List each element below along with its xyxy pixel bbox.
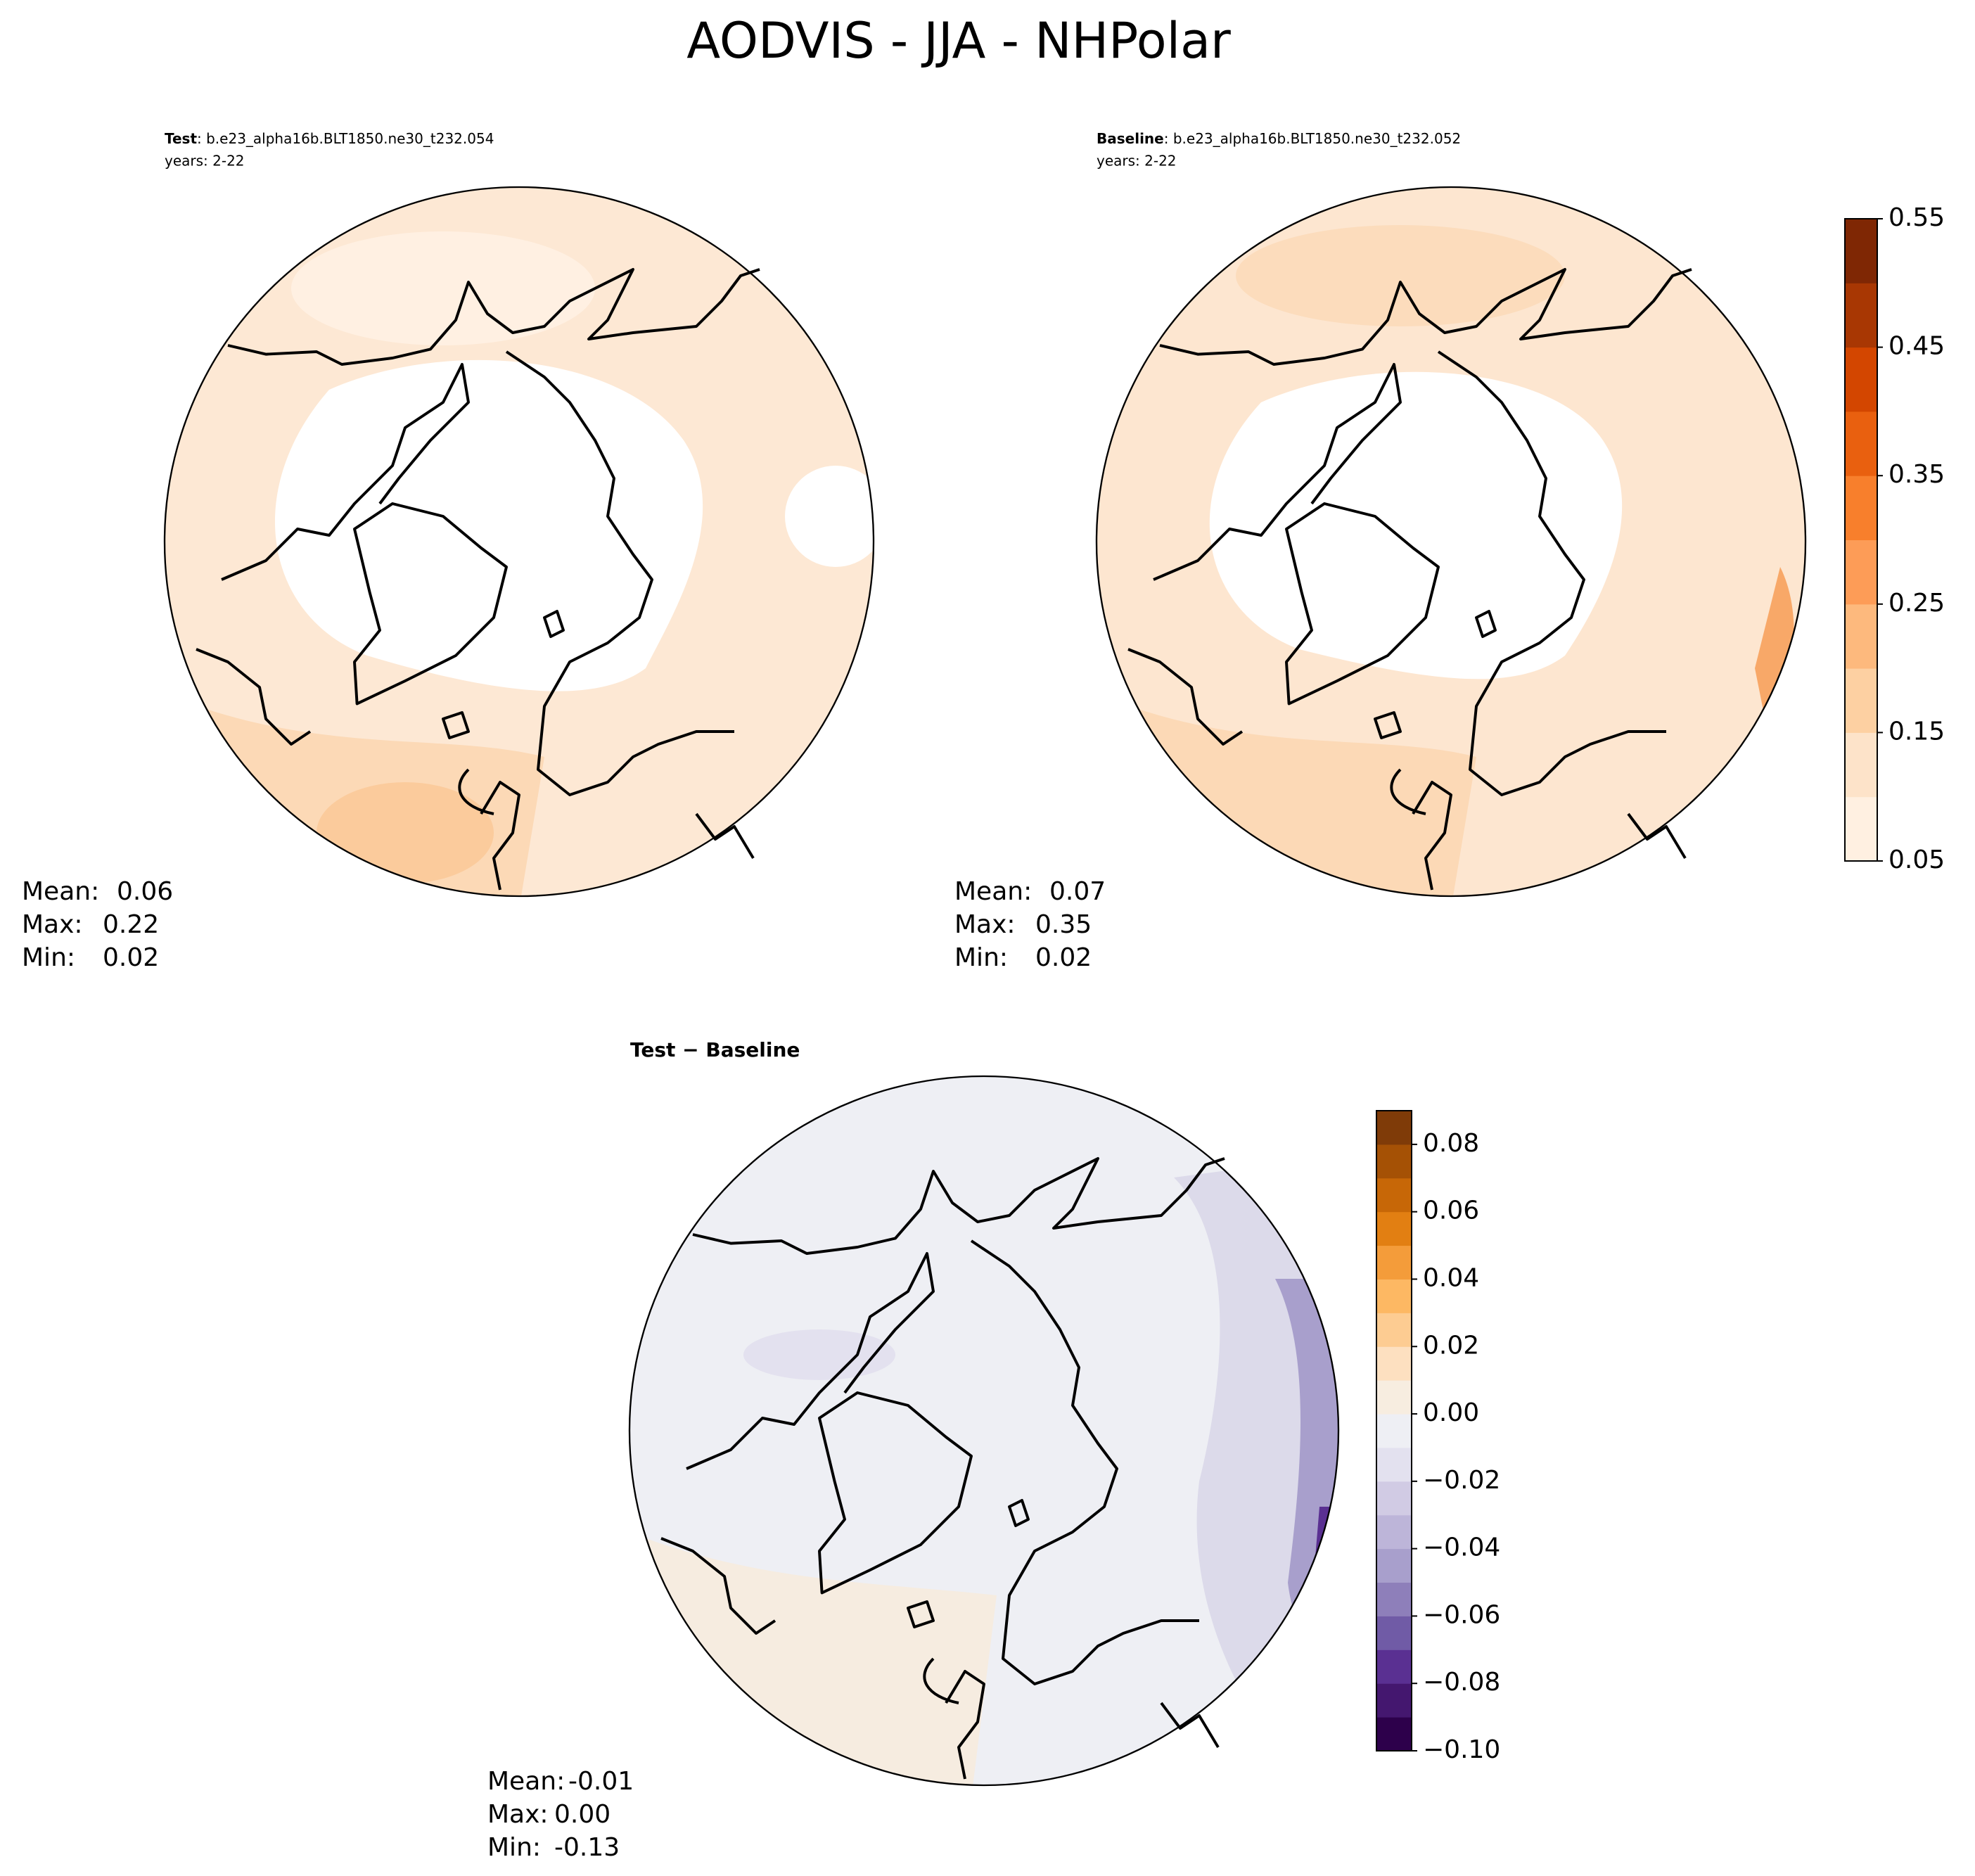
colorbar-band (1376, 1211, 1412, 1246)
panel-baseline: Baseline: b.e23_alpha16b.BLT1850.ne30_t2… (1095, 130, 1807, 898)
colorbar-frame (1844, 218, 1878, 862)
stat-value: -0.13 (554, 1833, 620, 1862)
years: years: 2-22 (1097, 153, 1177, 170)
colorbar-band (1376, 1616, 1412, 1650)
map (1095, 186, 1807, 898)
panel-label: Test (165, 130, 197, 147)
colorbar: 0.55 0.45 0.35 0.25 0.15 0.05 (1844, 203, 1945, 874)
colorbar-band (1376, 1313, 1412, 1347)
stat-name: Min: (487, 1833, 541, 1862)
colorbar-band (1845, 604, 1877, 669)
years: years: 2-22 (165, 153, 245, 170)
colorbar-tick-label: 0.04 (1423, 1263, 1479, 1292)
stat-value: 0.22 (103, 910, 159, 939)
stat-value: 0.02 (103, 943, 159, 972)
stat-name: Max: (954, 910, 1016, 939)
case-name: : b.e23_alpha16b.BLT1850.ne30_t232.052 (1164, 130, 1461, 147)
colorbar-band (1376, 1279, 1412, 1313)
colorbar-tick-label: −0.02 (1423, 1466, 1500, 1495)
colorbar-tick-label: 0.35 (1888, 460, 1945, 489)
colorbar-tick-label: −0.10 (1423, 1735, 1500, 1764)
colorbar-tick-label: 0.15 (1888, 717, 1945, 746)
colorbar-band (1376, 1111, 1412, 1145)
stat-value: 0.00 (554, 1800, 611, 1829)
colorbar-band (1376, 1414, 1412, 1448)
panel-label: Baseline (1097, 130, 1164, 147)
panel-test: Test: b.e23_alpha16b.BLT1850.ne30_t232.0… (163, 130, 875, 898)
colorbar-tick-label: −0.08 (1423, 1668, 1500, 1697)
colorbar-band (1376, 1447, 1412, 1482)
colorbar-band (1845, 732, 1877, 798)
stat-name: Mean: (487, 1767, 565, 1796)
colorbar-band (1376, 1717, 1412, 1751)
colorbar-tick-label: 0.00 (1423, 1398, 1479, 1427)
colorbar-band (1845, 411, 1877, 476)
stat-value: 0.06 (117, 877, 173, 906)
stat-name: Mean: (954, 877, 1032, 906)
panel-header: Baseline: b.e23_alpha16b.BLT1850.ne30_t2… (1097, 130, 1461, 147)
colorbar-band (1845, 540, 1877, 605)
colorbar-band (1845, 347, 1877, 412)
colorbar: 0.08 0.06 0.04 0.02 0.00 −0.02 −0.04 −0.06 −0.08… (1376, 1110, 1500, 1764)
colorbar-band (1845, 219, 1877, 283)
stat-name: Max: (22, 910, 83, 939)
map (163, 186, 875, 898)
panel-label: Test − Baseline (630, 1038, 800, 1061)
colorbar-tick-label: 0.02 (1423, 1331, 1479, 1360)
colorbar-frame (1376, 1110, 1412, 1751)
colorbar-band (1845, 668, 1877, 733)
map-boundary (1095, 186, 1807, 898)
stat-name: Min: (954, 943, 1008, 972)
map-boundary (628, 1075, 1340, 1787)
colorbar-band (1376, 1650, 1412, 1684)
colorbar-band (1376, 1481, 1412, 1516)
colorbar-tick-label: 0.25 (1888, 589, 1945, 618)
map (628, 1075, 1340, 1787)
colorbar-band (1376, 1683, 1412, 1718)
colorbar-band (1376, 1144, 1412, 1179)
colorbar-band (1845, 283, 1877, 348)
panel-header: Test: b.e23_alpha16b.BLT1850.ne30_t232.0… (165, 130, 494, 147)
panel-difference: Test − Baseline (628, 1038, 1340, 1787)
colorbar-tick-label: 0.55 (1888, 203, 1945, 232)
stat-value: -0.01 (568, 1767, 634, 1796)
case-name: : b.e23_alpha16b.BLT1850.ne30_t232.054 (197, 130, 494, 147)
colorbar-tick-label: 0.05 (1888, 846, 1945, 874)
stat-name: Max: (487, 1800, 549, 1829)
colorbar-band (1376, 1245, 1412, 1280)
stat-name: Mean: (22, 877, 99, 906)
colorbar-tick-label: −0.04 (1423, 1533, 1500, 1562)
colorbar-tick-label: 0.08 (1423, 1129, 1479, 1158)
colorbar-tick-label: 0.45 (1888, 332, 1945, 361)
figure-title: AODVIS - JJA - NHPolar (686, 12, 1231, 70)
map-boundary (163, 186, 875, 898)
stat-value: 0.35 (1035, 910, 1092, 939)
colorbar-band (1376, 1582, 1412, 1616)
colorbar-band (1376, 1514, 1412, 1550)
colorbar-tick-label: −0.06 (1423, 1600, 1500, 1629)
stat-value: 0.07 (1049, 877, 1106, 906)
colorbar-band (1376, 1548, 1412, 1583)
colorbar-band (1376, 1346, 1412, 1381)
colorbar-band (1376, 1380, 1412, 1415)
colorbar-band (1845, 476, 1877, 540)
stat-name: Min: (22, 943, 75, 972)
colorbar-tick-label: 0.06 (1423, 1197, 1479, 1225)
colorbar-band (1845, 796, 1877, 862)
colorbar-band (1376, 1178, 1412, 1213)
stat-value: 0.02 (1035, 943, 1092, 972)
